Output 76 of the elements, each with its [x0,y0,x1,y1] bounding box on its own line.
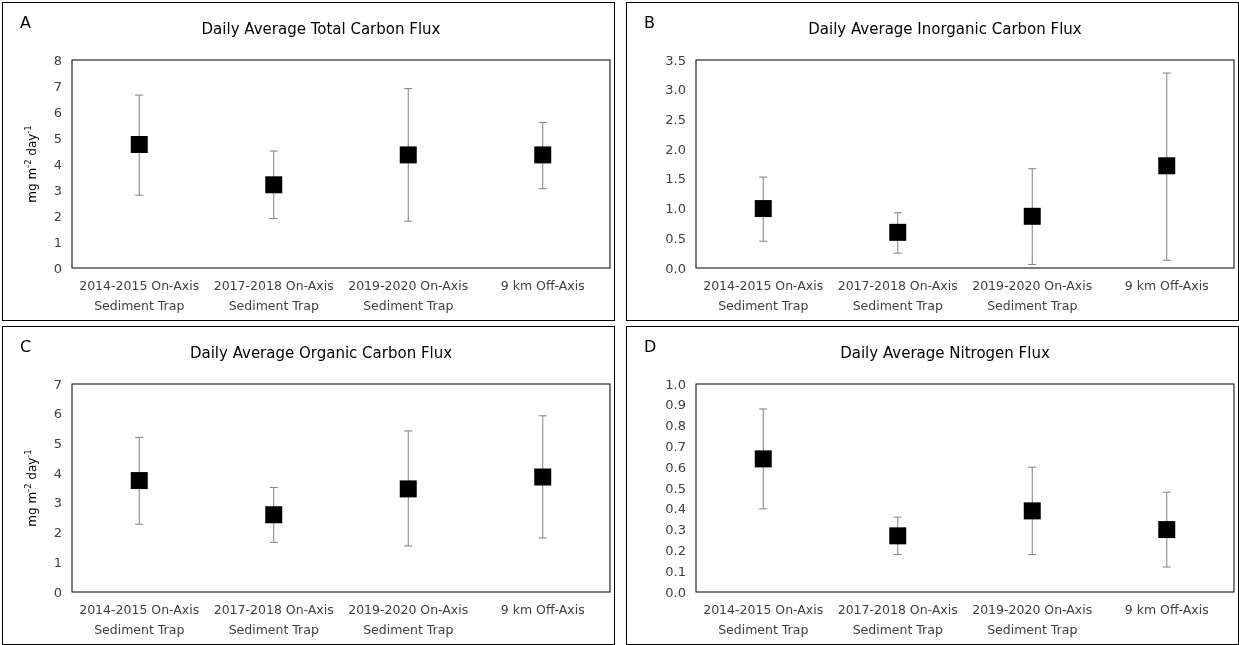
y-tick-label: 0.4 [665,501,686,517]
y-tick-label: 2.0 [665,141,686,157]
point [265,176,283,194]
x-tick-label: 2019-2020 On-Axis Sediment Trap [348,602,469,637]
y-tick-label: 4 [53,156,62,172]
y-tick-label: 4 [53,465,62,481]
y-tick-label: 2 [53,208,62,224]
y-tick-label: 2.5 [665,111,686,127]
point [534,468,552,486]
x-tick-label: 2017-2018 On-Axis Sediment Trap [837,278,958,313]
y-tick-label: 0.7 [665,438,686,454]
x-tick-label: 2019-2020 On-Axis Sediment Trap [348,278,469,313]
point [754,200,772,218]
point [399,146,417,164]
y-tick-label: 7 [53,376,62,392]
point [130,136,148,153]
y-tick-label: 8 [53,52,62,68]
y-tick-label: 0.6 [665,459,686,475]
y-tick-label: 2 [53,525,62,541]
y-tick-label: 0.2 [665,542,686,558]
text: D [644,337,657,356]
chart-title: Daily Average Organic Carbon Flux [189,344,453,362]
y-tick-label: 0 [53,584,62,600]
y-tick-label: 0.3 [665,522,686,538]
chart-title: Daily Average Nitrogen Flux [840,344,1050,362]
y-tick-label: 1 [53,234,62,250]
point [265,506,283,524]
y-tick-label: 3 [53,182,62,198]
text: C [20,337,32,356]
x-tick-label: 9 km Off-Axis [500,278,585,293]
x-tick-label: 2017-2018 On-Axis Sediment Trap [837,602,958,637]
x-tick-label: 2017-2018 On-Axis Sediment Trap [213,602,334,637]
point [754,450,772,468]
point [1023,502,1041,520]
text: A [20,13,31,32]
y-tick-label: 0.5 [665,480,686,496]
point [399,480,417,498]
y-tick-label: 0.9 [665,397,686,413]
y-tick-label: 5 [53,130,62,146]
x-tick-label: 2014-2015 On-Axis Sediment Trap [79,278,200,313]
x-tick-label: 9 km Off-Axis [1124,278,1209,293]
y-tick-label: 3.5 [665,52,686,68]
x-tick-label: 9 km Off-Axis [1124,602,1209,617]
y-tick-label: 1.5 [665,171,686,187]
y-tick-label: 0.0 [665,584,686,600]
chart-title: Daily Average Inorganic Carbon Flux [808,20,1082,38]
x-tick-label: 9 km Off-Axis [500,602,585,617]
point [1023,207,1041,225]
y-tick-label: 1.0 [665,376,686,392]
y-tick-label: 6 [53,104,62,120]
y-tick-label: 1.0 [665,201,686,217]
x-tick-label: 2014-2015 On-Axis Sediment Trap [703,602,824,637]
y-tick-label: 0.5 [665,230,686,246]
y-tick-label: 7 [53,78,62,94]
point [889,527,907,545]
y-tick-label: 1 [53,554,62,570]
point [1158,521,1176,539]
point [889,223,907,241]
y-tick-label: 3 [53,495,62,511]
y-tick-label: 0.8 [665,418,686,434]
x-tick-label: 2014-2015 On-Axis Sediment Trap [79,602,200,637]
y-tick-label: 6 [53,406,62,422]
point [1158,157,1176,175]
x-tick-label: 2017-2018 On-Axis Sediment Trap [213,278,334,313]
x-tick-label: 2019-2020 On-Axis Sediment Trap [972,278,1093,313]
chart-title: Daily Average Total Carbon Flux [201,20,441,38]
point [534,146,552,164]
x-tick-label: 2014-2015 On-Axis Sediment Trap [703,278,824,313]
point [130,472,148,490]
x-tick-label: 2019-2020 On-Axis Sediment Trap [972,602,1093,637]
y-tick-label: 0.1 [665,563,686,579]
y-tick-label: 0 [53,260,62,276]
y-tick-label: 3.0 [665,82,686,98]
text: B [644,13,655,32]
y-tick-label: 5 [53,435,62,451]
y-tick-label: 0.0 [665,260,686,276]
